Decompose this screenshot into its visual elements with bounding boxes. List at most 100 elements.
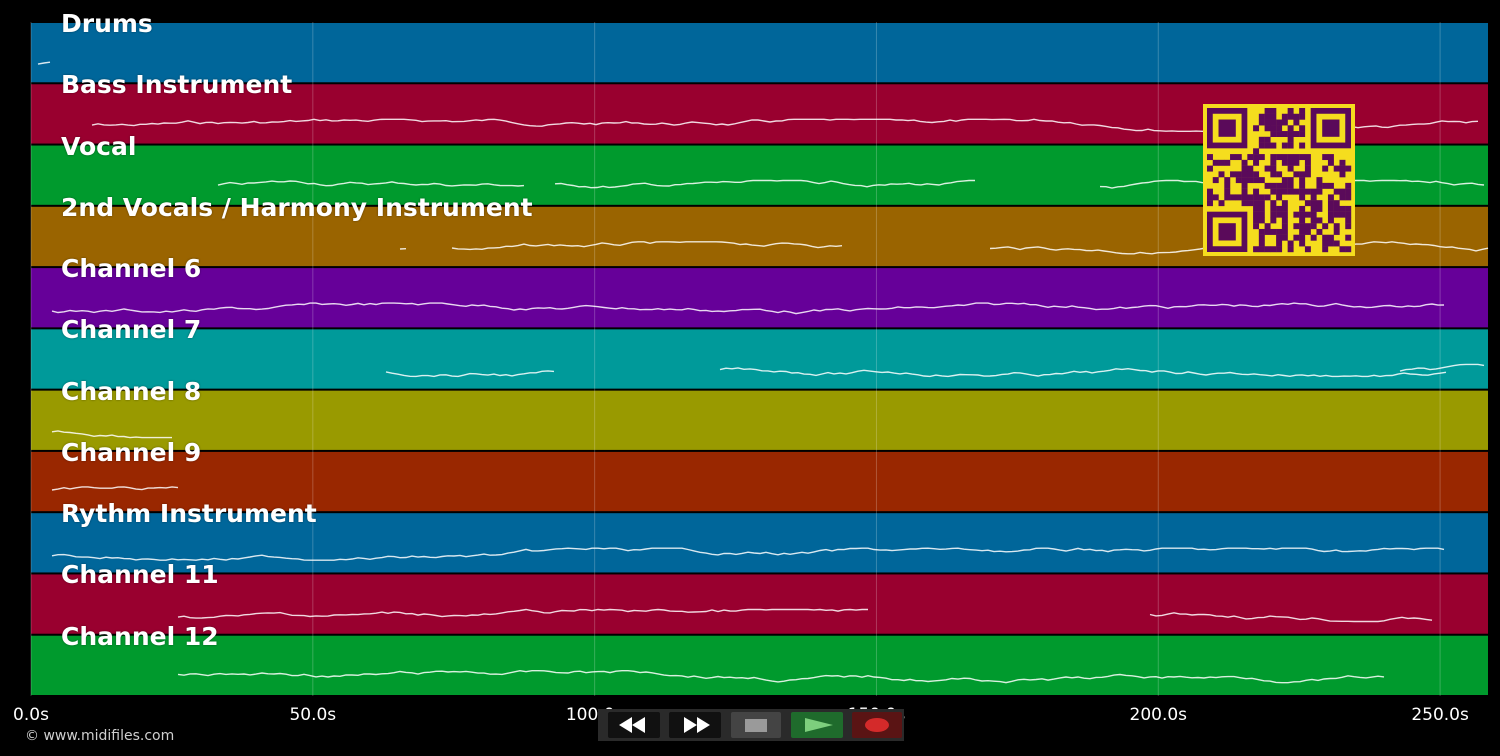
qr-module: [1316, 188, 1323, 195]
fast-forward-button[interactable]: [669, 712, 721, 738]
qr-module: [1345, 205, 1352, 212]
qr-module: [1299, 223, 1306, 230]
qr-module: [1339, 194, 1346, 201]
qr-module: [1345, 188, 1352, 195]
qr-module: [1327, 205, 1334, 212]
qr-module: [1253, 205, 1260, 212]
note-trace: [1149, 612, 1433, 623]
qr-module: [1299, 188, 1306, 195]
track-label: Bass Instrument: [61, 70, 293, 100]
qr-module: [1287, 188, 1294, 195]
qr-module: [1316, 228, 1323, 235]
qr-module: [1264, 165, 1271, 172]
copyright-text: © www.midifiles.com: [25, 728, 175, 744]
qr-module: [1264, 246, 1271, 253]
qr-module: [1218, 159, 1225, 166]
qr-module: [1299, 171, 1306, 178]
qr-code-icon[interactable]: [1203, 104, 1355, 256]
qr-module: [1276, 228, 1283, 235]
qr-module: [1322, 240, 1329, 247]
qr-module: [1304, 211, 1311, 218]
qr-module: [1276, 240, 1283, 247]
track-label: Channel 8: [61, 376, 202, 406]
qr-module: [1258, 142, 1265, 149]
qr-module: [1299, 194, 1306, 201]
qr-module: [1258, 217, 1265, 224]
qr-module: [1304, 165, 1311, 172]
qr-module: [1281, 131, 1288, 137]
qr-module: [1345, 165, 1352, 172]
qr-module: [1299, 211, 1306, 218]
qr-module: [1333, 211, 1340, 218]
play-button[interactable]: [791, 712, 843, 738]
qr-module: [1322, 223, 1329, 230]
qr-module: [1287, 246, 1294, 253]
qr-module: [1276, 154, 1283, 161]
qr-module: [1218, 200, 1225, 207]
stop-button[interactable]: [731, 712, 781, 738]
qr-module: [1207, 154, 1213, 161]
track-band: [31, 390, 1488, 450]
qr-module: [1264, 182, 1271, 189]
qr-module: [1264, 194, 1271, 201]
qr-module: [1293, 188, 1300, 195]
qr-module: [1299, 142, 1306, 149]
qr-module: [1316, 177, 1323, 184]
qr-module: [1327, 194, 1334, 201]
qr-module: [1310, 200, 1317, 207]
qr-module: [1253, 200, 1260, 207]
qr-module: [1235, 171, 1242, 178]
qr-module: [1270, 171, 1277, 178]
track-band: [31, 513, 1488, 573]
qr-module: [1258, 205, 1265, 212]
qr-module: [1241, 182, 1248, 189]
qr-finder: [1218, 223, 1236, 241]
qr-module: [1339, 188, 1346, 195]
qr-module: [1339, 205, 1346, 212]
qr-module: [1241, 159, 1248, 166]
qr-module: [1258, 240, 1265, 247]
qr-module: [1339, 159, 1346, 166]
qr-module: [1212, 177, 1219, 184]
qr-module: [1316, 182, 1323, 189]
qr-module: [1253, 217, 1260, 224]
qr-module: [1276, 131, 1283, 137]
qr-module: [1224, 177, 1231, 184]
rewind-icon: [619, 717, 645, 733]
qr-module: [1247, 154, 1254, 161]
qr-module: [1270, 200, 1277, 207]
note-trace: [51, 430, 172, 439]
qr-module: [1281, 228, 1288, 235]
qr-module: [1299, 108, 1306, 114]
qr-module: [1235, 194, 1242, 201]
qr-module: [1276, 194, 1283, 201]
qr-module: [1310, 211, 1317, 218]
qr-module: [1247, 165, 1254, 172]
note-trace: [51, 547, 1445, 561]
qr-module: [1281, 217, 1288, 224]
qr-module: [1287, 182, 1294, 189]
record-button[interactable]: [852, 712, 902, 738]
qr-module: [1322, 154, 1329, 161]
qr-module: [1270, 125, 1277, 132]
qr-module: [1241, 194, 1248, 201]
qr-module: [1241, 177, 1248, 184]
rewind-button[interactable]: [608, 712, 660, 738]
qr-module: [1287, 142, 1294, 149]
qr-module: [1230, 154, 1236, 161]
time-tick-label: 250.0s: [1411, 705, 1469, 725]
track-band: [31, 329, 1488, 389]
qr-module: [1299, 217, 1306, 224]
qr-module: [1299, 234, 1306, 241]
note-trace: [554, 179, 975, 189]
qr-module: [1322, 246, 1329, 253]
qr-module: [1247, 194, 1254, 201]
qr-module: [1258, 211, 1265, 218]
note-trace: [451, 241, 843, 251]
qr-module: [1287, 165, 1294, 172]
qr-module: [1212, 159, 1219, 166]
qr-module: [1264, 108, 1271, 114]
record-icon: [865, 718, 889, 732]
qr-module: [1276, 211, 1283, 218]
qr-module: [1281, 113, 1288, 120]
